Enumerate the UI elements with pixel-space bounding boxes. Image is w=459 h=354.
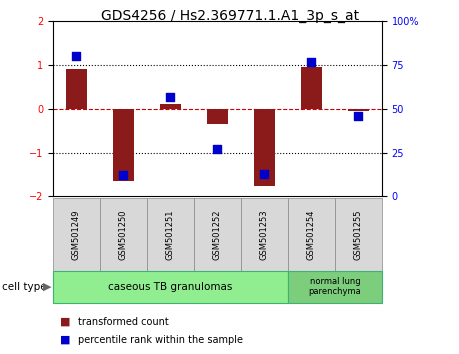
Bar <box>53 271 287 303</box>
Bar <box>207 109 227 124</box>
Point <box>260 171 268 177</box>
Text: GSM501255: GSM501255 <box>353 209 362 260</box>
Point <box>307 59 314 64</box>
Text: GSM501249: GSM501249 <box>72 209 81 260</box>
Bar <box>146 198 193 271</box>
Bar <box>193 198 241 271</box>
Text: ■: ■ <box>60 335 70 345</box>
Bar <box>287 198 334 271</box>
Bar <box>112 109 134 181</box>
Text: normal lung
parenchyma: normal lung parenchyma <box>308 277 360 296</box>
Point <box>213 146 221 152</box>
Point <box>73 53 80 59</box>
Text: GSM501254: GSM501254 <box>306 209 315 260</box>
Bar <box>334 198 381 271</box>
Bar <box>53 198 100 271</box>
Bar <box>66 69 87 109</box>
Point <box>119 173 127 178</box>
Bar <box>253 109 274 185</box>
Bar <box>300 67 321 109</box>
Text: ■: ■ <box>60 317 70 327</box>
Bar <box>241 198 287 271</box>
Text: GSM501251: GSM501251 <box>166 209 174 260</box>
Text: caseous TB granulomas: caseous TB granulomas <box>108 282 232 292</box>
Text: GSM501253: GSM501253 <box>259 209 268 260</box>
Text: GDS4256 / Hs2.369771.1.A1_3p_s_at: GDS4256 / Hs2.369771.1.A1_3p_s_at <box>101 9 358 23</box>
Point <box>354 113 361 119</box>
Bar <box>287 271 381 303</box>
Point <box>166 94 174 99</box>
Bar <box>100 198 146 271</box>
Bar <box>347 109 368 111</box>
Bar <box>159 104 180 109</box>
Text: GSM501252: GSM501252 <box>213 209 221 260</box>
Text: percentile rank within the sample: percentile rank within the sample <box>78 335 243 345</box>
Text: transformed count: transformed count <box>78 317 168 327</box>
Text: GSM501250: GSM501250 <box>118 209 128 260</box>
Text: ▶: ▶ <box>43 282 51 292</box>
Text: cell type: cell type <box>2 282 47 292</box>
